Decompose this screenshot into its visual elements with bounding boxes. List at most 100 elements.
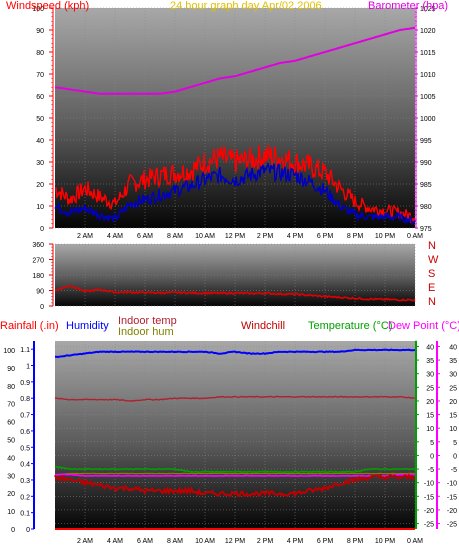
- rain-tick-label: 0.2: [20, 494, 30, 501]
- dew-tick-label: 10: [449, 426, 457, 433]
- grid: [55, 7, 416, 229]
- compass-letter-w: W: [428, 254, 439, 266]
- y-right-tick-label: 990: [420, 160, 432, 167]
- dew-tick-label: 20: [449, 399, 457, 406]
- rain-tick-label: 1.1: [20, 347, 30, 354]
- dew-tick-label: -5: [451, 467, 457, 474]
- dew-tick-label: 15: [449, 413, 457, 420]
- y-right-tick-label: 1015: [420, 50, 436, 57]
- y-tick-label: 180: [32, 273, 44, 280]
- y-tick-label: 70: [36, 72, 44, 79]
- x-axis: 2 AM 4 AM 6 AM 8 AM 10 AM 12 PM 2 PM 4 PM 6 PM 8 …: [77, 538, 423, 545]
- y-tick-label: 0: [40, 226, 44, 233]
- humidity-tick-label: 10: [7, 509, 15, 516]
- windchill-series: [54, 473, 416, 498]
- temp-tick-label: -15: [424, 494, 434, 501]
- x-tick-label: 8 PM: [347, 538, 364, 545]
- x-tick-label: 2 AM: [77, 538, 93, 545]
- dew-tick-label: 5: [453, 440, 457, 447]
- windchill-legend: Windchill: [241, 320, 286, 332]
- temp-tick-label: 0: [430, 453, 434, 460]
- x-tick-label: 0 AM: [407, 233, 423, 240]
- x-tick-label: 6 AM: [137, 233, 153, 240]
- x-tick-label: 4 PM: [287, 233, 304, 240]
- humidity-tick-label: 70: [7, 402, 15, 409]
- rainfall-axis-title: Rainfall (.in): [0, 320, 59, 332]
- y-right-tick-label: 1020: [420, 28, 436, 35]
- dew-tick-label: -25: [447, 522, 457, 529]
- temp-tick-label: -10: [424, 481, 434, 488]
- rain-tick-label: 0.9: [20, 380, 30, 387]
- y-right-tick-label: 1000: [420, 116, 436, 123]
- x-tick-label: 2 PM: [257, 233, 274, 240]
- x-tick-label: 12 PM: [225, 233, 245, 240]
- y-tick-label: 0: [40, 304, 44, 311]
- x-tick-label: 4 AM: [107, 538, 123, 545]
- y-right-tick-label: 980: [420, 204, 432, 211]
- temp-tick-label: 15: [426, 413, 434, 420]
- gust-series: [54, 161, 416, 226]
- compass-letter-s: S: [428, 268, 435, 280]
- x-tick-label: 6 PM: [317, 233, 334, 240]
- temp-tick-label: 40: [426, 344, 434, 351]
- dew-tick-label: 40: [449, 344, 457, 351]
- rain-tick-label: 1: [26, 364, 30, 371]
- barometer-series: [54, 26, 416, 95]
- wind-direction-series: [54, 284, 416, 302]
- x-tick-label: 2 PM: [257, 538, 274, 545]
- temp-humidity-chart: 2 AM 4 AM 6 AM 8 AM 10 AM 12 PM 2 PM 4 PM 6 PM 8 …: [3, 340, 457, 545]
- y-right-tick-label: 985: [420, 182, 432, 189]
- x-tick-label: 4 AM: [107, 233, 123, 240]
- series-layer: [54, 26, 416, 226]
- dew-tick-label: 0: [453, 453, 457, 460]
- humidity-axis-title: Humidity: [66, 320, 109, 332]
- dew-tick-label: 30: [449, 372, 457, 379]
- temp-tick-label: 35: [426, 358, 434, 365]
- x-tick-label: 6 PM: [317, 538, 334, 545]
- y-axis-windspeed: 0 10 20 30 40 50 60 70 80 90 100: [32, 6, 54, 233]
- barometer-axis-title: Barometer (hpa): [368, 0, 449, 12]
- y-tick-label: 60: [36, 94, 44, 101]
- indoor-temp-series: [54, 395, 416, 402]
- y-axis-dewpoint: -25 -20 -15 -10 -5 0 5 10 15 20 25 30 35 40: [436, 341, 457, 529]
- grid: [55, 243, 416, 307]
- humidity-tick-label: 90: [7, 366, 15, 373]
- rain-tick-label: 0.3: [20, 478, 30, 485]
- y-tick-label: 30: [36, 160, 44, 167]
- y-right-tick-label: 1010: [420, 72, 436, 79]
- x-tick-label: 10 AM: [195, 233, 215, 240]
- x-tick-label: 0 AM: [407, 538, 423, 545]
- dew-tick-label: -20: [447, 508, 457, 515]
- y-tick-label: 50: [36, 116, 44, 123]
- chart-date-title: 24 hour graph day Apr/02 2006: [170, 0, 322, 12]
- y-right-tick-label: 995: [420, 138, 432, 145]
- series-layer: [54, 348, 416, 530]
- windspeed-axis-title: Windspeed (kph): [6, 0, 90, 12]
- temp-tick-label: -20: [424, 508, 434, 515]
- y-axis-humidity: 0 10 20 30 40 50 60 70 80 90 100: [3, 348, 15, 534]
- rain-tick-label: 0.6: [20, 429, 30, 436]
- dew-tick-label: -10: [447, 481, 457, 488]
- compass-letter-e: E: [428, 282, 435, 294]
- rain-tick-label: 0.1: [20, 511, 30, 518]
- windspeed-series: [54, 144, 416, 224]
- x-tick-label: 2 AM: [77, 233, 93, 240]
- dew-tick-label: -15: [447, 494, 457, 501]
- y-right-tick-label: 1005: [420, 94, 436, 101]
- humidity-series: [55, 348, 416, 359]
- y-tick-label: 360: [32, 242, 44, 249]
- temp-tick-label: 10: [426, 426, 434, 433]
- temperature-series: [54, 465, 416, 474]
- indoor-hum-series: [54, 472, 416, 477]
- indoor-hum-legend: Indoor hum: [118, 326, 174, 338]
- compass-letter-n: N: [428, 296, 436, 308]
- y-right-tick-label: 975: [420, 226, 432, 233]
- humidity-tick-label: 100: [3, 348, 15, 355]
- y-axis-temperature: -25 -20 -15 -10 -5 0 5 10 15 20 25 30 35 40: [415, 340, 434, 529]
- x-tick-label: 8 AM: [167, 538, 183, 545]
- temp-tick-label: 30: [426, 372, 434, 379]
- dew-tick-label: 35: [449, 358, 457, 365]
- temp-tick-label: 20: [426, 399, 434, 406]
- y-axis-rainfall: 0 0.1 0.2 0.3 0.4 0.5 0.6 0.7 0.8 0.9 1 1.1: [20, 341, 35, 534]
